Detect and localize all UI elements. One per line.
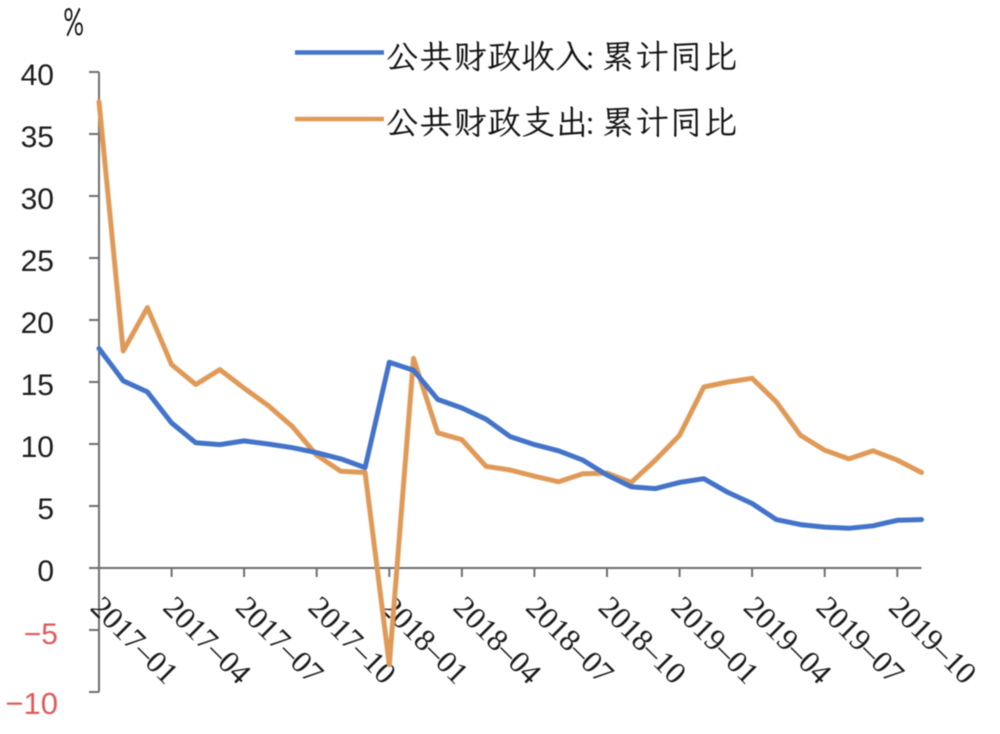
svg-text:5: 5 (37, 493, 54, 526)
svg-text:15: 15 (21, 369, 54, 402)
svg-text:10: 10 (21, 431, 54, 464)
svg-text:20: 20 (21, 307, 54, 340)
svg-text:30: 30 (21, 183, 54, 216)
svg-text:25: 25 (21, 245, 54, 278)
svg-text:−5: −5 (24, 618, 58, 651)
svg-text:35: 35 (21, 121, 54, 154)
svg-text:−10: −10 (5, 686, 58, 721)
svg-text:40: 40 (21, 59, 54, 92)
svg-text:0: 0 (37, 555, 54, 588)
